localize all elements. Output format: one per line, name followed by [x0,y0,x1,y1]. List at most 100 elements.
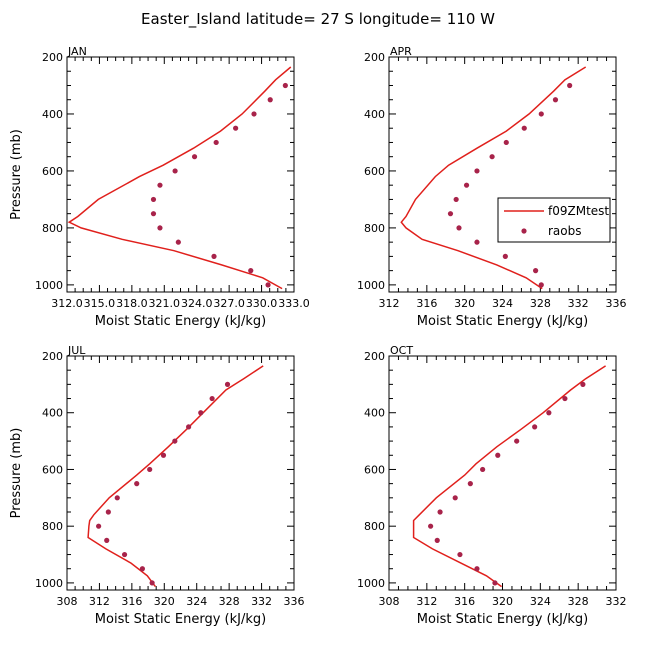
obs-point [172,438,178,444]
obs-point [502,253,508,259]
obs-point [532,424,538,430]
obs-point [538,111,544,117]
x-tick-label: 312.0 [51,297,83,310]
x-tick-label: 328 [219,595,240,608]
obs-point [150,196,157,203]
y-tick-label: 200 [364,51,385,64]
x-tick-label: 336 [606,297,627,310]
obs-point [134,481,140,487]
obs-point [552,97,559,103]
x-tick-label: 336 [284,595,305,608]
obs-point [186,424,192,430]
obs-point [198,410,204,416]
y-axis-label: Pressure (mb) [9,428,24,519]
x-tick-label: 318.0 [116,297,148,310]
model-line [400,66,587,290]
obs-point [211,253,217,259]
obs-point [474,566,480,572]
x-tick-label: 332 [568,297,589,310]
figure-title: Easter_Island latitude= 27 S longitude= … [141,10,495,29]
obs-point [248,268,254,274]
x-tick-label: 320 [454,297,475,310]
plot-frame [388,56,617,293]
obs-point [480,466,486,473]
y-tick-label: 600 [42,463,63,476]
x-axis-label: Moist Static Energy (kJ/kg) [417,314,588,329]
y-tick-label: 1000 [35,279,63,292]
obs-point [267,97,273,103]
y-tick-label: 400 [364,407,385,420]
obs-point [567,82,573,89]
x-tick-label: 308 [57,595,78,608]
obs-point [175,239,181,245]
obs-point [428,523,434,529]
obs-point [105,509,111,515]
obs-point [160,452,167,458]
obs-point [456,225,462,231]
obs-point [157,182,163,188]
y-tick-label: 600 [364,165,385,178]
obs-point [463,182,470,188]
x-axis-label: Moist Static Energy (kJ/kg) [95,314,266,329]
model-line [87,365,264,588]
y-tick-label: 800 [42,222,63,235]
obs-point [533,268,539,274]
plot-frame [66,56,295,293]
obs-point [209,395,215,402]
y-tick-label: 800 [42,520,63,533]
obs-point [282,82,288,89]
y-tick-label: 400 [42,108,63,121]
obs-point [474,239,480,245]
x-tick-label: 324 [492,297,513,310]
y-tick-label: 1000 [357,279,385,292]
x-tick-label: 315.0 [84,297,116,310]
y-tick-label: 1000 [35,577,63,590]
y-tick-label: 200 [42,350,63,363]
obs-point [121,551,128,558]
obs-point [191,154,198,160]
obs-point [474,168,480,174]
x-tick-label: 316 [454,595,475,608]
panel-jan: JAN 312.0 315.0 318.0 321.0 324.0 327.0 330.0 33… [9,45,310,329]
y-tick-label: 200 [364,350,385,363]
obs-point [452,495,458,501]
x-tick-label: 324 [530,595,551,608]
x-tick-label: 312 [379,297,400,310]
x-axis-label: Moist Static Energy (kJ/kg) [95,612,266,627]
y-tick-label: 200 [42,51,63,64]
legend-box [497,197,611,243]
obs-point [521,125,527,131]
obs-point [213,139,219,146]
obs-point [546,410,552,416]
obs-point [149,580,155,586]
panel-title: OCT [390,344,413,357]
model-line [67,66,292,290]
obs-point [224,381,231,387]
y-tick-label: 800 [364,520,385,533]
obs-point [437,509,443,515]
x-tick-label: 330.0 [246,297,278,310]
legend-model-label: f09ZMtest [548,204,609,218]
x-tick-label: 308 [379,595,400,608]
y-axis-label: Pressure (mb) [9,129,24,220]
obs-point [503,139,509,146]
obs-point [495,452,501,458]
y-tick-label: 1000 [357,577,385,590]
obs-point [492,580,498,586]
y-tick-label: 600 [364,463,385,476]
obs-point [434,537,440,543]
x-tick-label: 328 [530,297,551,310]
obs-point [96,523,102,529]
x-tick-label: 312 [416,595,437,608]
obs-point [453,196,459,203]
plot-frame [66,355,295,591]
legend-obs-label: raobs [548,224,582,238]
plot-frame [388,355,617,591]
x-tick-label: 321.0 [149,297,181,310]
panel-title: JAN [67,45,87,58]
legend: f09ZMtest raobs [497,197,611,243]
x-tick-label: 312 [89,595,110,608]
obs-point [514,438,520,444]
x-tick-label: 324.0 [181,297,213,310]
